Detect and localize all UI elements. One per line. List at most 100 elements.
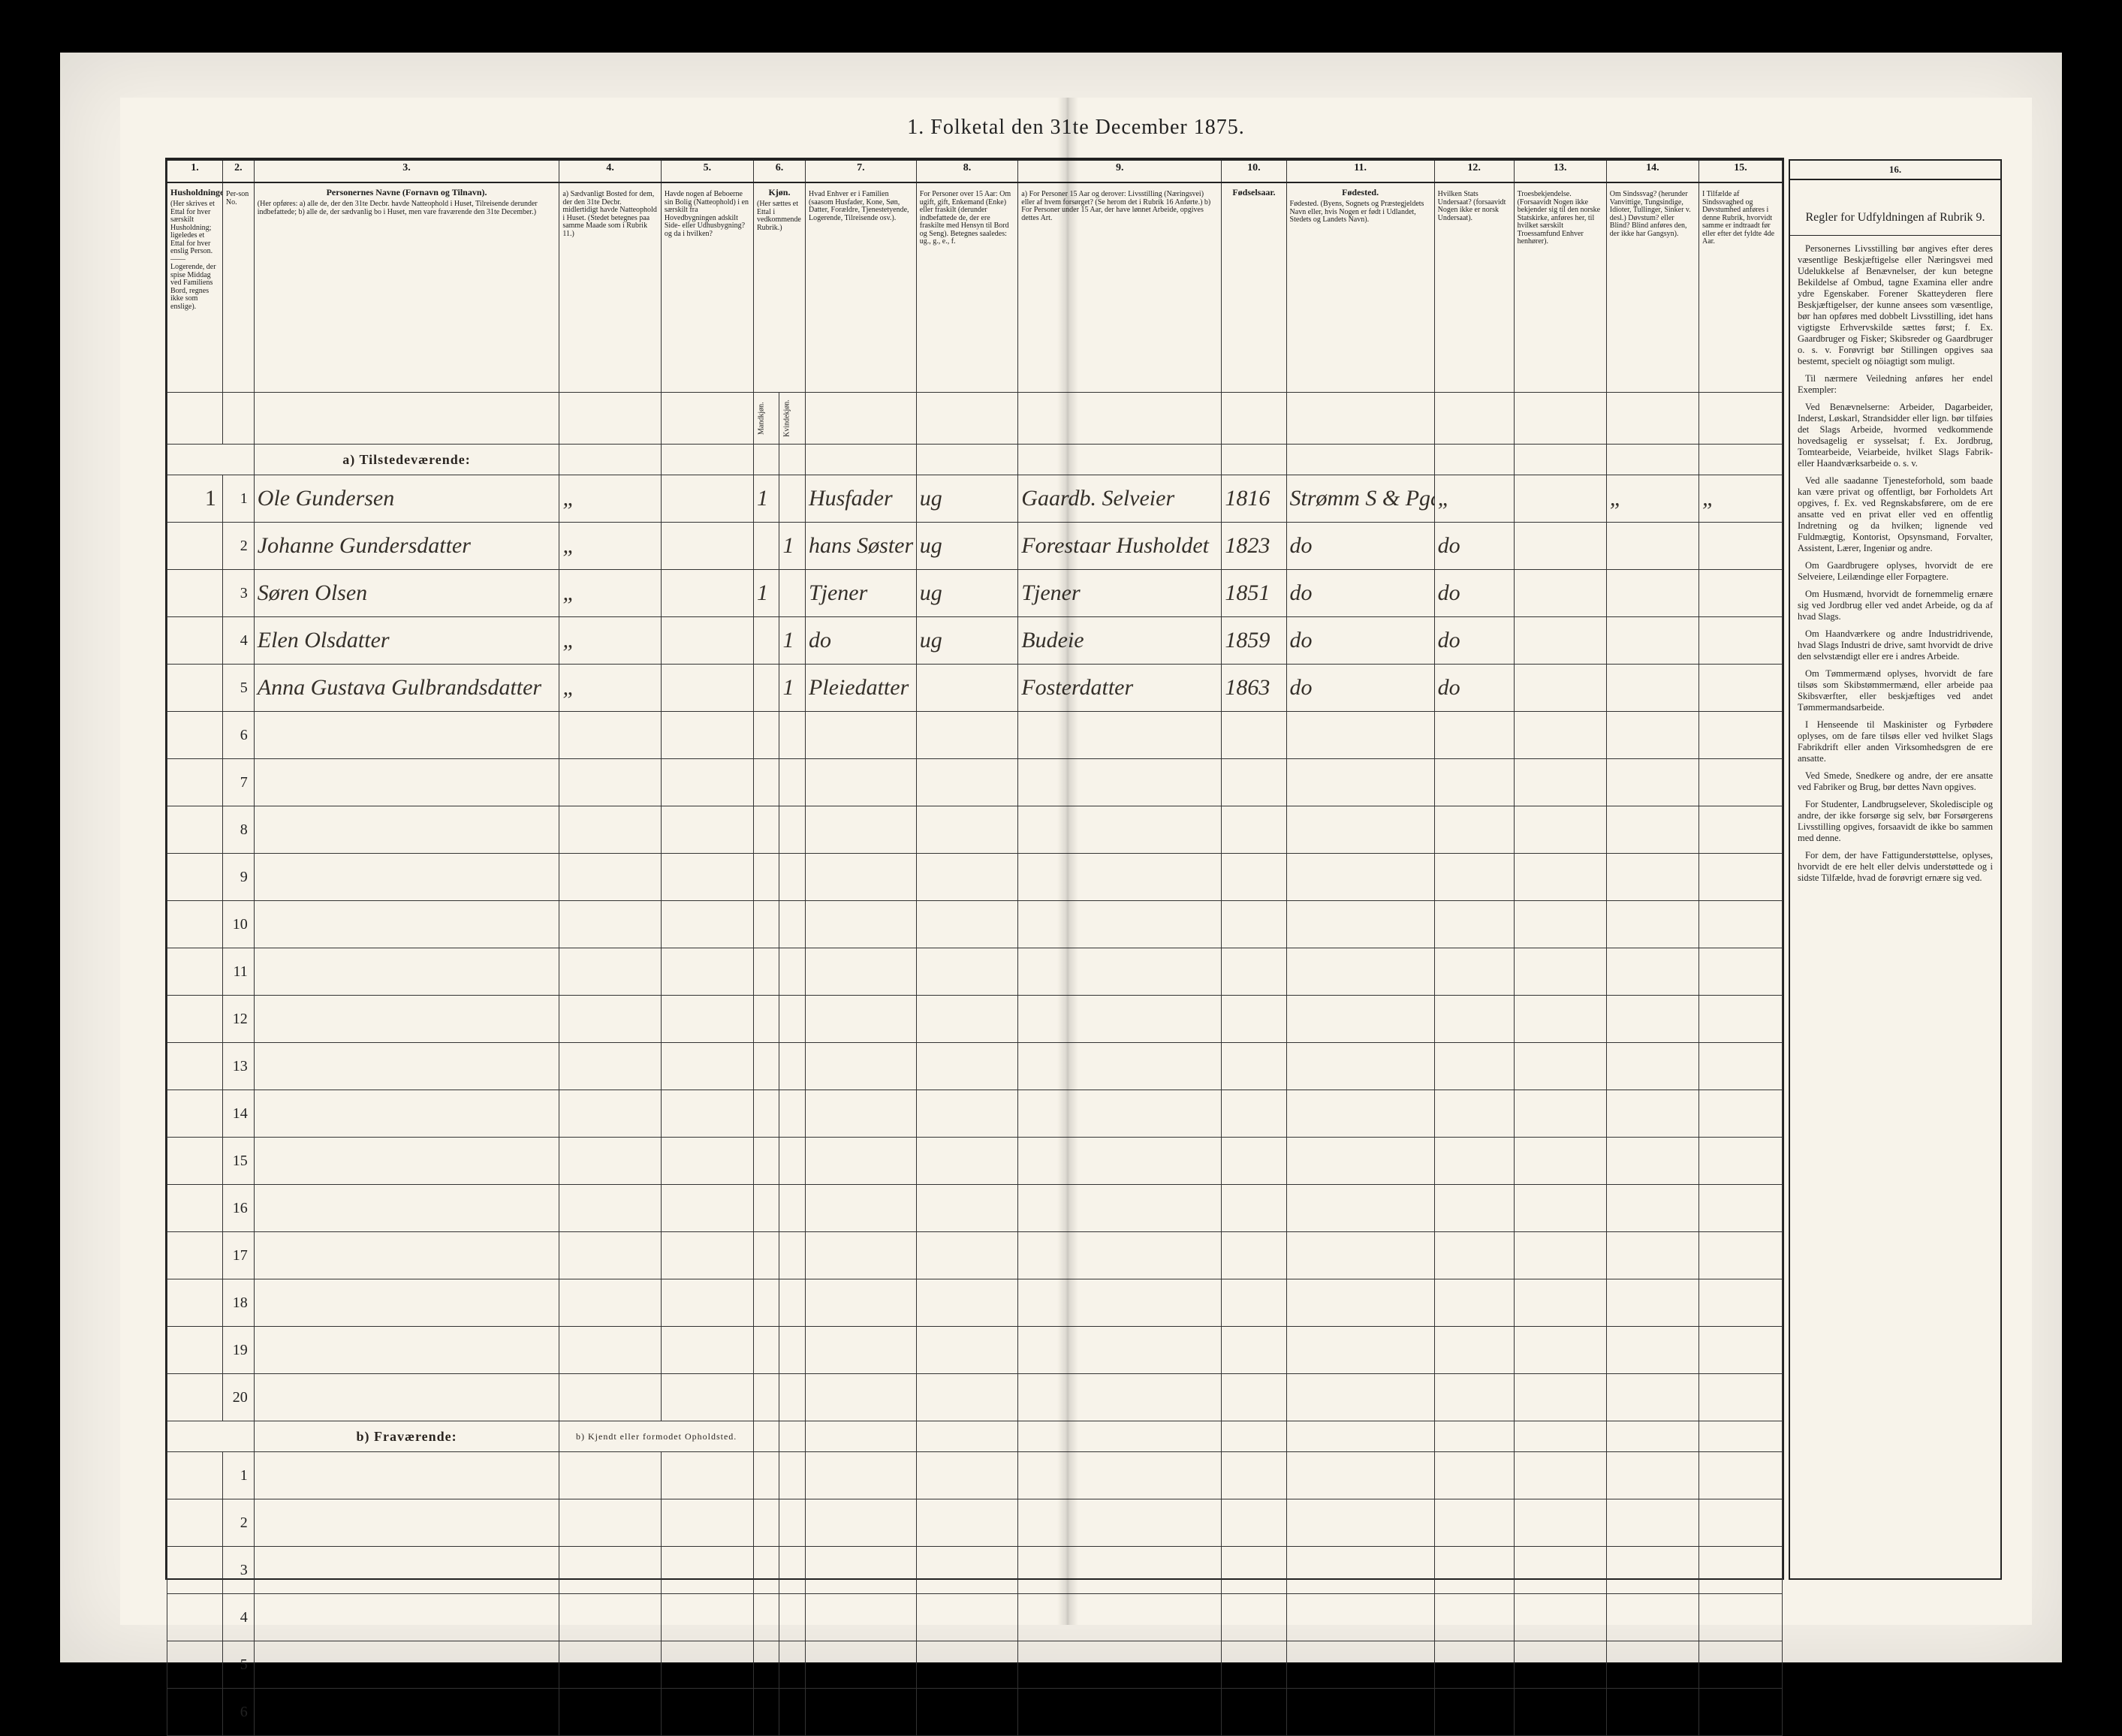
cell: [1606, 665, 1699, 712]
cell: Søren Olsen: [254, 570, 559, 617]
cell: 1: [754, 475, 779, 523]
cell: [661, 617, 753, 665]
table-row: 3Søren Olsen„1TjenerugTjener1851dodo: [167, 570, 1783, 617]
cell: Strømm S & Pgd: [1286, 475, 1434, 523]
table-body: a) Tilstedeværende:11Ole Gundersen„1Husf…: [167, 445, 1783, 1736]
cell: 1816: [1222, 475, 1286, 523]
head-12: Hvilken Stats Undersaat? (forsaavidt Nog…: [1434, 182, 1514, 393]
colnum-16: 16.: [1790, 161, 2000, 180]
head-10: Fødselsaar.: [1222, 182, 1286, 393]
cell: Elen Olsdatter: [254, 617, 559, 665]
row-number: 6: [222, 1689, 254, 1736]
row-number: 20: [222, 1374, 254, 1421]
cell: ug: [916, 617, 1018, 665]
cell: [779, 475, 805, 523]
table-row: 2Johanne Gundersdatter„1hans SøsterugFor…: [167, 523, 1783, 570]
cell: [754, 523, 779, 570]
rubrik-16-column: 16. Regler for Udfyldningen af Rubrik 9.…: [1789, 159, 2002, 1580]
cell: [779, 570, 805, 617]
head-4: a) Sædvanligt Bosted for dem, der den 31…: [559, 182, 662, 393]
row-number: 8: [222, 806, 254, 854]
head-13: Troesbekjendelse. (Forsaavidt Nogen ikke…: [1514, 182, 1606, 393]
head-11: Fødested.Fødested. (Byens, Sognets og Pr…: [1286, 182, 1434, 393]
cell: „: [1434, 475, 1514, 523]
cell: do: [1434, 570, 1514, 617]
table-row-blank: 1: [167, 1452, 1783, 1499]
cell: „: [559, 570, 662, 617]
rubrik-paragraph: Til nærmere Veiledning anføres her endel…: [1798, 373, 1993, 396]
colnum-11: 11.: [1286, 160, 1434, 182]
subhead-m: Mandkjøn.: [754, 393, 779, 445]
cell: Gaardb. Selveier: [1018, 475, 1222, 523]
cell: do: [1286, 570, 1434, 617]
colnum-1: 1.: [167, 160, 223, 182]
row-number: 9: [222, 854, 254, 901]
section-a-row: a) Tilstedeværende:: [167, 445, 1783, 475]
cell: do: [1286, 665, 1434, 712]
row-number: 13: [222, 1043, 254, 1090]
table-row-blank: 13: [167, 1043, 1783, 1090]
cell: do: [1434, 617, 1514, 665]
row-number: 2: [222, 523, 254, 570]
head-14: Om Sindssvag? (herunder Vanvittige, Tung…: [1606, 182, 1699, 393]
rubrik-paragraph: Om Tømmermænd oplyses, hvorvidt de fare …: [1798, 668, 1993, 713]
cell: „: [559, 523, 662, 570]
rubrik-paragraph: Ved alle saadanne Tjenesteforhold, som b…: [1798, 475, 1993, 554]
row-number: 12: [222, 996, 254, 1043]
rubrik-paragraph: Ved Benævnelserne: Arbeider, Dagarbeider…: [1798, 402, 1993, 469]
table-row-blank: 6: [167, 712, 1783, 759]
row-number: 5: [222, 1641, 254, 1689]
colnum-12: 12.: [1434, 160, 1514, 182]
cell: Fosterdatter: [1018, 665, 1222, 712]
row-number: 3: [222, 1547, 254, 1594]
rubrik-paragraph: Ved Smede, Snedkere og andre, der ere an…: [1798, 770, 1993, 793]
colnum-9: 9.: [1018, 160, 1222, 182]
colnum-2: 2.: [222, 160, 254, 182]
table-row-blank: 20: [167, 1374, 1783, 1421]
cell: [1514, 475, 1606, 523]
rubrik-16-title: Regler for Udfyldningen af Rubrik 9.: [1790, 180, 2000, 236]
cell: Budeie: [1018, 617, 1222, 665]
colnum-7: 7.: [805, 160, 916, 182]
cell: ug: [916, 570, 1018, 617]
table-row: 4Elen Olsdatter„1dougBudeie1859dodo: [167, 617, 1783, 665]
rubrik-paragraph: For Studenter, Landbrugselever, Skoledis…: [1798, 799, 1993, 844]
rubrik-paragraph: For dem, der have Fattigunderstøttelse, …: [1798, 850, 1993, 884]
rubrik-paragraph: Om Husmænd, hvorvidt de fornemmelig ernæ…: [1798, 589, 1993, 622]
cell: Husfader: [805, 475, 916, 523]
page-background: 1. Folketal den 31te December 1875.: [60, 53, 2062, 1662]
table-row-blank: 15: [167, 1138, 1783, 1185]
table-head: 1. 2. 3. 4. 5. 6. 7. 8. 9. 10. 11. 12.: [167, 160, 1783, 445]
cell: Ole Gundersen: [254, 475, 559, 523]
cell: [1514, 617, 1606, 665]
cell: [661, 570, 753, 617]
cell: ug: [916, 475, 1018, 523]
cell: Forestaar Husholdet: [1018, 523, 1222, 570]
census-table: 1. 2. 3. 4. 5. 6. 7. 8. 9. 10. 11. 12.: [165, 158, 1784, 1580]
row-number: 1: [222, 475, 254, 523]
cell: „: [559, 665, 662, 712]
table-row-blank: 8: [167, 806, 1783, 854]
cell: [661, 523, 753, 570]
table-row-blank: 3: [167, 1547, 1783, 1594]
cell: Anna Gustava Gulbrandsdatter: [254, 665, 559, 712]
table-row: 11Ole Gundersen„1HusfaderugGaardb. Selve…: [167, 475, 1783, 523]
cell: [661, 665, 753, 712]
ledger-page: 1. Folketal den 31te December 1875.: [120, 98, 2032, 1625]
row-number: 7: [222, 759, 254, 806]
head-8: For Personer over 15 Aar: Om ugift, gift…: [916, 182, 1018, 393]
scan-frame: 1. Folketal den 31te December 1875.: [0, 0, 2122, 1730]
household-number: [167, 665, 223, 712]
cell: do: [1286, 523, 1434, 570]
row-number: 10: [222, 901, 254, 948]
row-number: 19: [222, 1327, 254, 1374]
cell: 1: [779, 523, 805, 570]
cell: [1514, 523, 1606, 570]
rubrik-paragraph: Om Haandværkere og andre Industridrivend…: [1798, 628, 1993, 662]
colnum-3: 3.: [254, 160, 559, 182]
household-number: [167, 570, 223, 617]
row-number: 14: [222, 1090, 254, 1138]
cell: [1514, 665, 1606, 712]
row-number: 1: [222, 1452, 254, 1499]
cell: [661, 475, 753, 523]
